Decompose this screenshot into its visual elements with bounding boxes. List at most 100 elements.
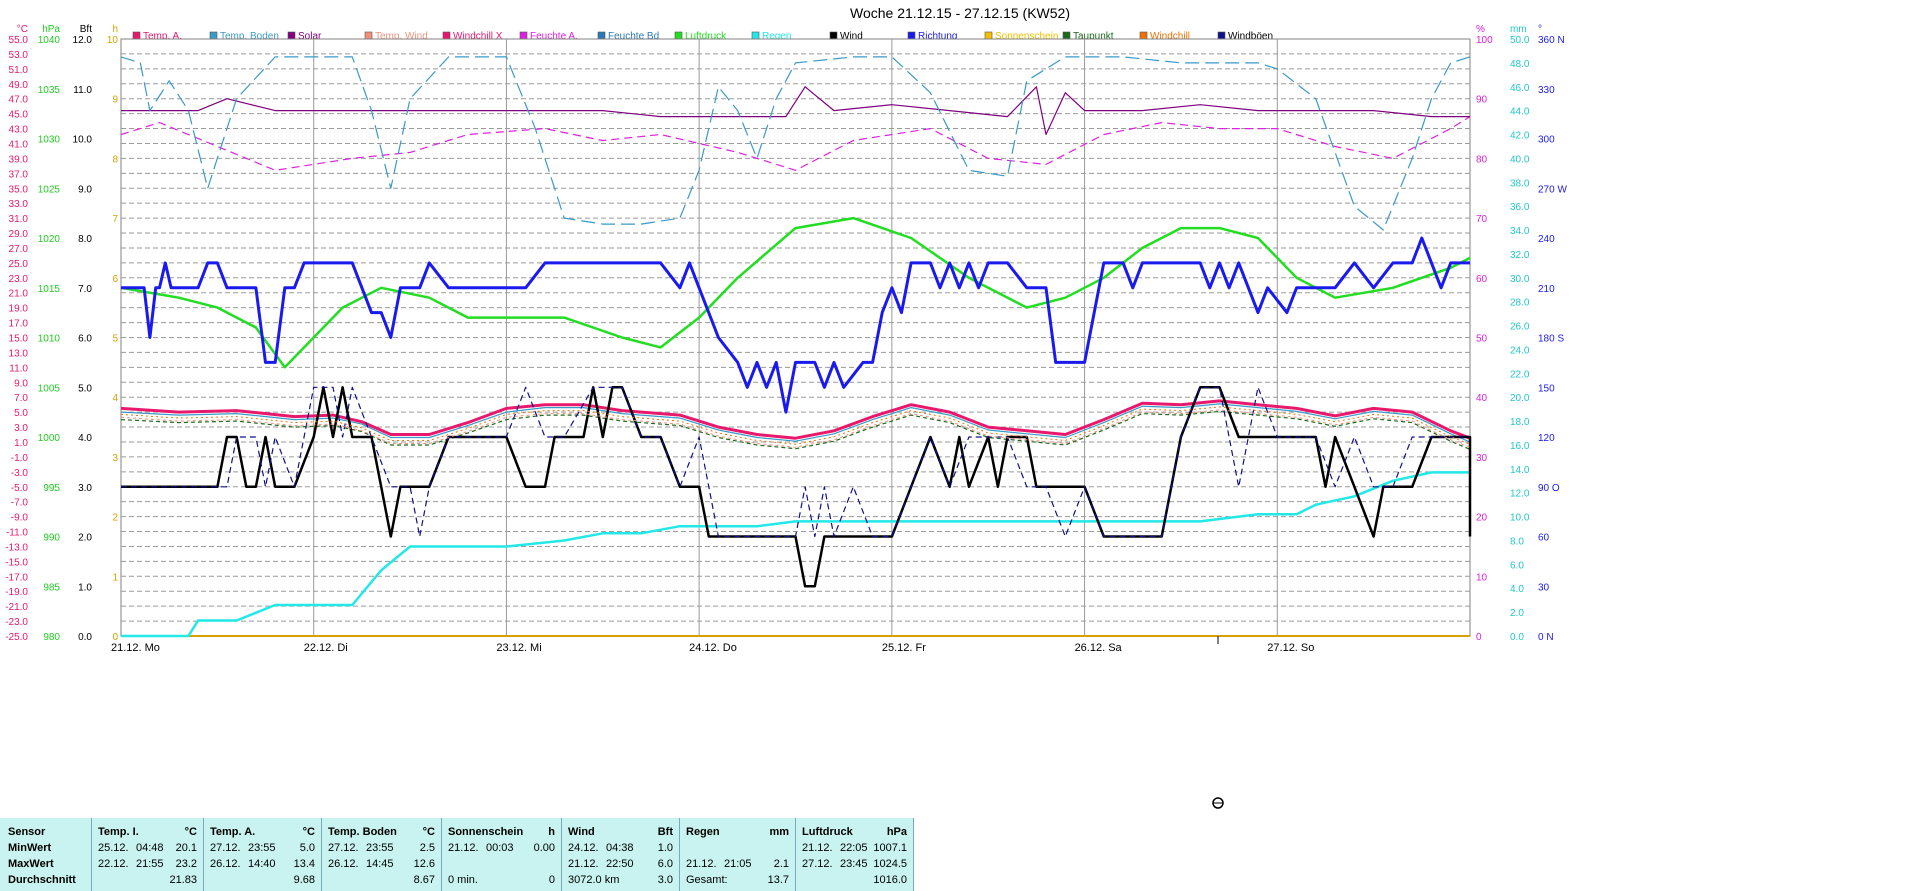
axis-tick-celsius: -13.0 [5,542,28,553]
axis-tick-percent: 0 [1476,632,1482,643]
summary-cell-value: 2.1 [773,858,789,870]
summary-panel-temp_boden: Temp. Boden °C 27.12. 23:55 2.5 26.12. 14:45 12… [322,818,442,891]
series-line [120,56,1471,231]
axis-tick-percent: 40 [1476,393,1488,404]
summary-panel-luftdruck: Luftdruck hPa 21.12. 22:05 1007.1 27.12. 23:45… [796,818,914,891]
axis-tick-percent: 20 [1476,513,1488,524]
axis-tick-mm: 20.0 [1510,393,1530,404]
axis-tick-mm: 40.0 [1510,154,1530,165]
summary-row-avg: Durchschnitt [8,874,76,886]
summary-cell-time: 22:50 [606,858,634,870]
axis-tick-hpa: 980 [43,632,60,643]
summary-cell-value: 5.0 [299,842,315,854]
axis-tick-hpa: 1015 [38,284,61,295]
axis-tick-hpa: 1040 [38,35,61,46]
axis-tick-mm: 42.0 [1510,131,1530,142]
axis-tick-mm: 44.0 [1510,107,1530,118]
summary-unit: °C [184,826,197,838]
summary-cell-date: 25.12. [98,842,129,854]
axis-tick-percent: 10 [1476,572,1488,583]
legend-label: Sonnenschein [995,31,1058,42]
axis-tick-celsius: 27.0 [9,244,29,255]
legend-label: Regen [762,31,791,42]
summary-cell-date: 21.12. [568,858,599,870]
axis-tick-celsius: 45.0 [9,110,29,121]
summary-sensor-header: Sensor [8,826,46,838]
axis-tick-celsius: 25.0 [9,259,29,270]
series-line [120,403,1471,443]
summary-cell-date: 26.12. [328,858,359,870]
summary-cell-value: 20.1 [175,842,197,854]
legend-swatch [751,31,760,40]
legend-swatch [1062,31,1071,40]
axis-tick-deg: 180 S [1538,334,1564,345]
axis-unit-hours: h [112,24,118,35]
summary-cell-value: 2.5 [419,842,435,854]
axis-tick-mm: 26.0 [1510,322,1530,333]
axis-tick-hpa: 1020 [38,234,61,245]
summary-cell-value: 6.0 [657,858,673,870]
day-label: 26.12. Sa [1075,642,1123,654]
legend-label: Taupunkt [1073,31,1114,42]
series-line-derived [120,409,1471,448]
series-line [121,236,1470,414]
axis-tick-bft: 4.0 [78,433,92,444]
axis-unit-mm: mm [1510,24,1527,35]
summary-cell-time: 22:05 [840,842,868,854]
axis-tick-celsius: 15.0 [9,334,29,345]
axis-tick-bft: 9.0 [78,184,92,195]
time-marker-icon[interactable] [1212,797,1224,809]
day-labels: 21.12. Mo 22.12. Di 23.12. Mi 24.12. Do 25.1… [111,636,1314,654]
axis-tick-bft: 2.0 [78,533,92,544]
series-line [121,386,1472,588]
axis-tick-celsius: 43.0 [9,125,29,136]
summary-header: Temp. I. [98,826,139,838]
chart-legend: Temp. A. Temp. Boden Solar Temp. Wind Windch… [132,31,1273,42]
series-line [121,86,1470,136]
axis-unit-hpa: hPa [42,24,60,35]
axis-tick-mm: 12.0 [1510,489,1530,500]
legend-label: Feuchte A. [530,31,578,42]
axis-tick-bft: 6.0 [78,334,92,345]
legend-label: Temp. Wind [375,31,428,42]
axis-tick-bft: 5.0 [78,383,92,394]
axis-unit-deg: ° [1538,24,1542,35]
axis-tick-celsius: -17.0 [5,572,28,583]
axis-tick-mm: 28.0 [1510,298,1530,309]
axis-tick-deg: 300 [1538,135,1555,146]
axis-tick-bft: 12.0 [73,35,93,46]
axis-tick-percent: 30 [1476,453,1488,464]
legend-swatch [597,31,606,40]
day-label: 23.12. Mi [496,642,541,654]
axis-tick-percent: 100 [1476,35,1493,46]
axis-tick-mm: 50.0 [1510,35,1530,46]
axis-tick-mm: 0.0 [1510,632,1524,643]
axis-tick-percent: 50 [1476,334,1488,345]
axis-tick-bft: 11.0 [73,85,92,96]
axis-tick-celsius: 13.0 [9,348,29,359]
axis-tick-hpa: 1035 [38,85,61,96]
summary-cell-time: 23:55 [366,842,394,854]
axis-tick-mm: 18.0 [1510,417,1530,428]
axis-tick-deg: 240 [1538,234,1555,245]
legend-label: Windböen [1228,31,1273,42]
summary-cell-time: 23:45 [840,858,868,870]
axis-tick-celsius: 31.0 [9,214,29,225]
summary-cell-time: 21:05 [724,858,752,870]
summary-cell-value: 8.67 [413,874,435,886]
summary-panel-sonnenschein: Sonnenschein h 21.12. 00:03 0.00 0 min. 0 [442,818,562,891]
weather-chart: Woche 21.12.15 - 27.12.15 (KW52) Temp. A… [5,5,1567,809]
legend-label: Feuchte Bd [608,31,659,42]
legend-label: Temp. A. [143,31,182,42]
axis-tick-hours: 0 [112,632,118,643]
axis-tick-celsius: -25.0 [5,632,28,643]
axis-tick-mm: 16.0 [1510,441,1530,452]
legend-label: Windchill [1150,31,1190,42]
axis-tick-deg: 60 [1538,533,1550,544]
summary-row-min: MinWert [8,842,52,854]
axis-tick-celsius: 19.0 [9,304,29,315]
day-label: 25.12. Fr [882,642,926,654]
axis-tick-celsius: -7.0 [11,498,29,509]
chart-title: Woche 21.12.15 - 27.12.15 (KW52) [850,5,1070,21]
legend-swatch [984,31,993,40]
